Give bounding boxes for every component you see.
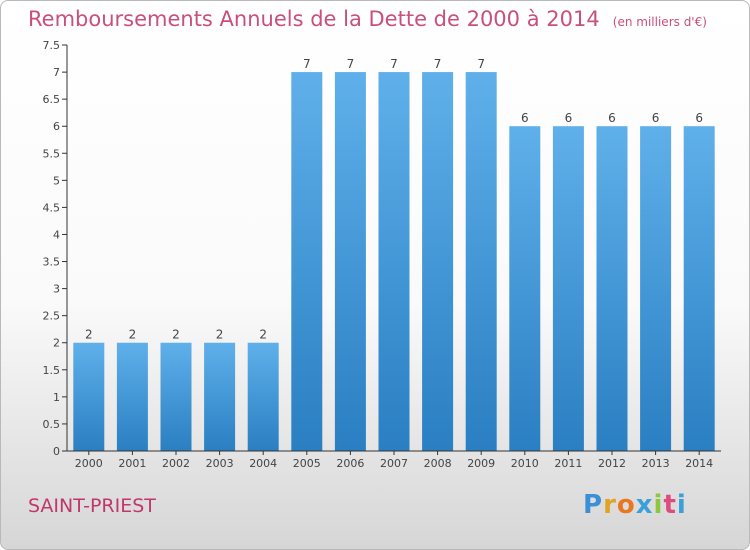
bar-2001 <box>116 342 148 451</box>
bar-2005 <box>291 72 323 452</box>
y-tick-label-3.5: 3.5 <box>43 256 61 269</box>
logo-letter: i <box>676 490 687 520</box>
x-tick-label-2008: 2008 <box>424 457 452 470</box>
x-tick-label-2004: 2004 <box>249 457 277 470</box>
y-tick-label-6: 6 <box>53 120 60 133</box>
value-label-2013: 6 <box>652 111 660 125</box>
y-tick-label-0.5: 0.5 <box>43 418 61 431</box>
value-label-2012: 6 <box>608 111 616 125</box>
city-name: SAINT-PRIEST <box>28 495 156 517</box>
value-label-2014: 6 <box>695 111 703 125</box>
y-tick-label-4: 4 <box>53 228 60 241</box>
value-label-2007: 7 <box>390 57 398 71</box>
x-tick-label-2012: 2012 <box>598 457 626 470</box>
bar-2009 <box>465 72 497 452</box>
bar-2008 <box>422 72 454 452</box>
y-tick-label-0: 0 <box>53 445 60 458</box>
bar-2007 <box>378 72 410 452</box>
x-tick-label-2006: 2006 <box>336 457 364 470</box>
x-tick-label-2014: 2014 <box>685 457 713 470</box>
bar-2014 <box>683 126 715 451</box>
title-row: Remboursements Annuels de la Dette de 20… <box>28 7 707 31</box>
bar-2011 <box>552 126 584 451</box>
bar-2006 <box>334 72 366 452</box>
y-tick-label-7: 7 <box>53 66 60 79</box>
chart-unit: (en milliers d'€) <box>612 15 707 29</box>
y-tick-label-2.5: 2.5 <box>43 310 61 323</box>
bar-2002 <box>160 342 192 451</box>
logo-letter: t <box>663 490 677 520</box>
x-tick-label-2013: 2013 <box>642 457 670 470</box>
x-tick-label-2007: 2007 <box>380 457 408 470</box>
value-label-2006: 7 <box>347 57 355 71</box>
x-tick-label-2002: 2002 <box>162 457 190 470</box>
value-label-2004: 2 <box>259 328 267 342</box>
value-label-2002: 2 <box>172 328 180 342</box>
x-tick-label-2011: 2011 <box>554 457 582 470</box>
y-tick-label-2: 2 <box>53 337 60 350</box>
x-tick-label-2010: 2010 <box>511 457 539 470</box>
y-tick-label-1: 1 <box>53 391 60 404</box>
value-label-2000: 2 <box>85 328 93 342</box>
x-tick-label-2005: 2005 <box>293 457 321 470</box>
bar-2003 <box>204 342 236 451</box>
y-tick-label-6.5: 6.5 <box>43 93 61 106</box>
bar-2010 <box>509 126 541 451</box>
value-label-2003: 2 <box>216 328 224 342</box>
y-tick-label-1.5: 1.5 <box>43 364 61 377</box>
x-tick-label-2001: 2001 <box>118 457 146 470</box>
y-tick-label-5: 5 <box>53 174 60 187</box>
x-tick-label-2000: 2000 <box>75 457 103 470</box>
y-tick-label-3: 3 <box>53 283 60 296</box>
value-label-2008: 7 <box>434 57 442 71</box>
y-tick-label-4.5: 4.5 <box>43 201 61 214</box>
value-label-2009: 7 <box>477 57 485 71</box>
logo-letter: x <box>635 490 654 520</box>
bar-2004 <box>247 342 279 451</box>
logo-letter: P <box>583 490 604 520</box>
chart-title: Remboursements Annuels de la Dette de 20… <box>28 7 600 31</box>
value-label-2001: 2 <box>129 328 137 342</box>
bar-2013 <box>640 126 672 451</box>
logo-letter: o <box>616 490 636 520</box>
logo-letter: r <box>603 490 617 520</box>
proxiti-logo[interactable]: Proxiti <box>583 490 687 520</box>
value-label-2010: 6 <box>521 111 529 125</box>
bar-2000 <box>73 342 105 451</box>
x-tick-label-2003: 2003 <box>206 457 234 470</box>
y-tick-label-7.5: 7.5 <box>43 39 61 52</box>
bar-2012 <box>596 126 628 451</box>
value-label-2011: 6 <box>565 111 573 125</box>
axes-group: 2000 2001 2002 2003 2004 2005 2006 2007 2008 2009… <box>43 39 721 470</box>
bars-group: 2 2 2 2 2 7 7 7 7 7 6 6 6 6 6 <box>73 57 715 452</box>
value-label-2005: 7 <box>303 57 311 71</box>
y-tick-label-5.5: 5.5 <box>43 147 61 160</box>
logo-letter: i <box>653 490 664 520</box>
x-tick-label-2009: 2009 <box>467 457 495 470</box>
